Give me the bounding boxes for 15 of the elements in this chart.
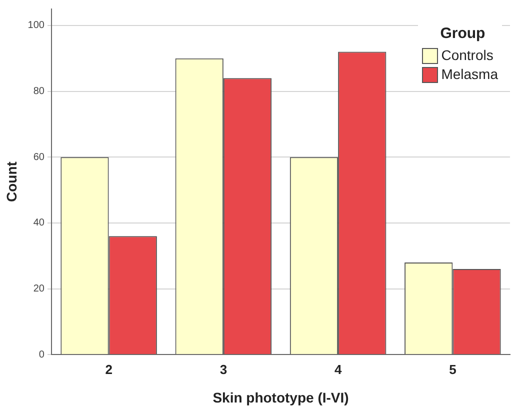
y-tick-label: 80 [33,86,45,98]
y-tick-label: 60 [33,152,45,163]
x-tick-label: 3 [220,362,228,377]
x-tick-label: 2 [105,362,112,377]
x-tick-label: 5 [449,362,456,377]
y-tick-label: 0 [38,349,45,360]
legend-label: Melasma [441,65,498,84]
x-axis-title: Skin phototype (I-VI) [212,389,349,406]
y-tick-label: 100 [28,20,45,32]
y-axis-title: Count [3,161,20,202]
legend-title: Group [440,25,486,42]
legend-label: Controls [441,46,494,65]
x-tick-label: 4 [334,362,342,377]
y-tick-label: 20 [33,284,45,295]
y-tick-label: 40 [33,218,45,229]
